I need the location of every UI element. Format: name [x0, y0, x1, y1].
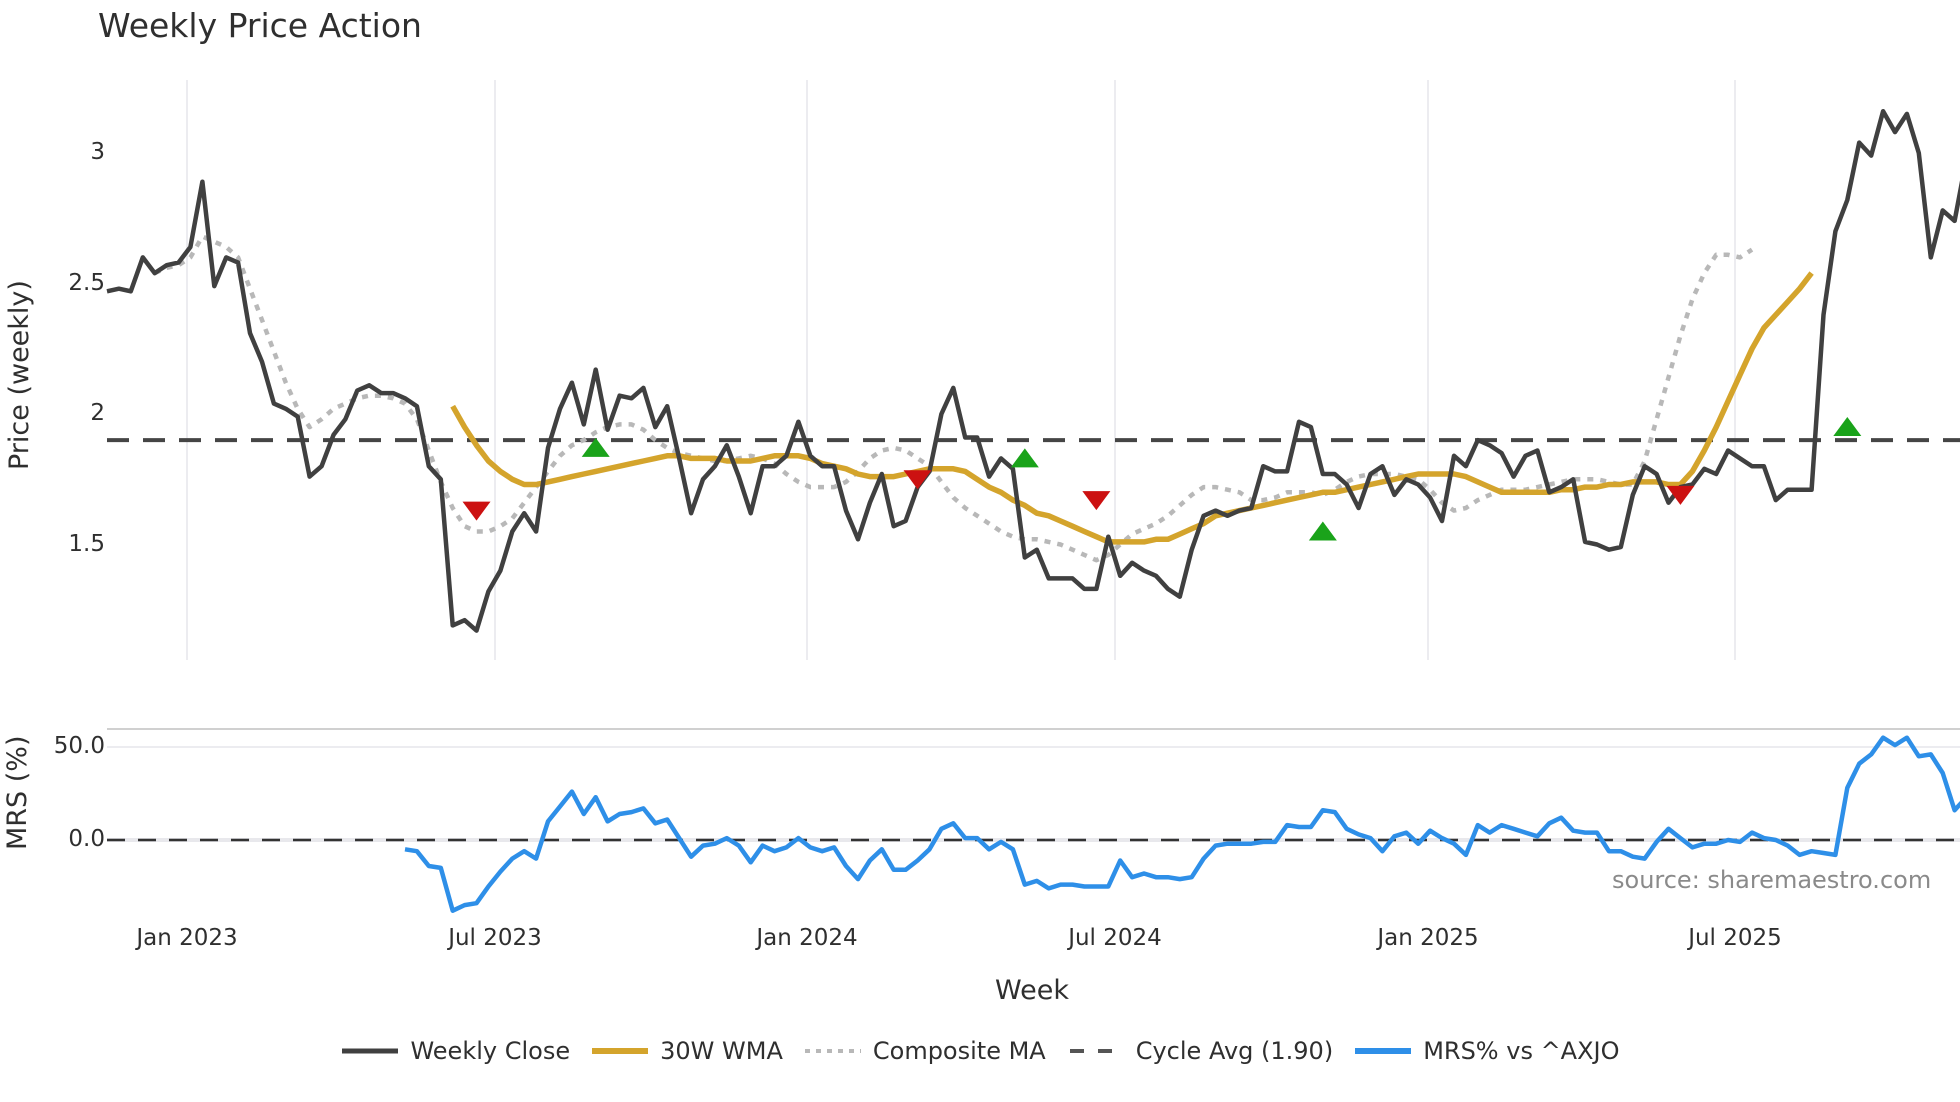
price-tick-2: 2: [90, 400, 105, 426]
legend-label: Weekly Close: [410, 1037, 571, 1065]
x-axis-title: Week: [995, 975, 1069, 1006]
buy-signal-triangle-up-icon: [581, 437, 610, 457]
x-tick-jan-2024: Jan 2024: [756, 925, 858, 951]
x-tick-jul-2024: Jul 2024: [1068, 925, 1162, 951]
dotted-swatch-icon: [804, 1049, 861, 1053]
line-swatch-icon: [342, 1048, 399, 1054]
legend-label: Cycle Avg (1.90): [1135, 1037, 1334, 1065]
legend-label: 30W WMA: [660, 1037, 783, 1065]
legend: Weekly Close 30W WMA Composite MA Cycle …: [0, 1036, 1960, 1066]
source-attribution: source: sharemaestro.com: [1612, 866, 1932, 894]
dashed-swatch-icon: [1069, 1049, 1124, 1053]
line-swatch-icon: [1355, 1048, 1412, 1054]
buy-signal-triangle-up-icon: [1308, 521, 1337, 541]
price-tick-3: 3: [90, 139, 105, 165]
mrs-axis-title: MRS (%): [2, 735, 33, 851]
legend-item-cycle-avg[interactable]: Cycle Avg (1.90): [1066, 1036, 1333, 1066]
legend-label: MRS% vs ^AXJO: [1423, 1037, 1620, 1065]
sell-signal-triangle-down-icon: [462, 501, 491, 521]
sell-signal-triangle-down-icon: [1666, 485, 1695, 505]
x-tick-jan-2023: Jan 2023: [136, 925, 238, 951]
x-tick-jan-2025: Jan 2025: [1377, 925, 1479, 951]
line-swatch-icon: [592, 1048, 649, 1054]
sell-signal-triangle-down-icon: [1082, 491, 1111, 511]
wma-line: [450, 271, 1814, 545]
mrs-tick-0: 0.0: [68, 826, 105, 852]
composite-ma-line: [153, 234, 1754, 563]
legend-item-30w-wma[interactable]: 30W WMA: [590, 1036, 783, 1066]
mrs-line: [404, 735, 1960, 913]
price-tick-2-5: 2.5: [68, 270, 105, 296]
x-tick-jul-2023: Jul 2023: [448, 925, 542, 951]
sell-signal-triangle-down-icon: [903, 470, 932, 490]
mrs-tick-50: 50.0: [53, 733, 105, 759]
buy-signal-triangle-up-icon: [1010, 448, 1039, 468]
price-tick-1-5: 1.5: [68, 531, 105, 557]
price-axis-title: Price (weekly): [4, 280, 35, 470]
chart-title: Weekly Price Action: [98, 6, 422, 45]
legend-item-weekly-close[interactable]: Weekly Close: [340, 1036, 570, 1066]
x-tick-jul-2025: Jul 2025: [1688, 925, 1782, 951]
buy-signal-triangle-up-icon: [1833, 417, 1862, 437]
legend-label: Composite MA: [872, 1037, 1046, 1065]
legend-item-mrs[interactable]: MRS% vs ^AXJO: [1353, 1036, 1620, 1066]
weekly-close-line: [106, 108, 1960, 633]
legend-item-composite-ma[interactable]: Composite MA: [803, 1036, 1046, 1066]
